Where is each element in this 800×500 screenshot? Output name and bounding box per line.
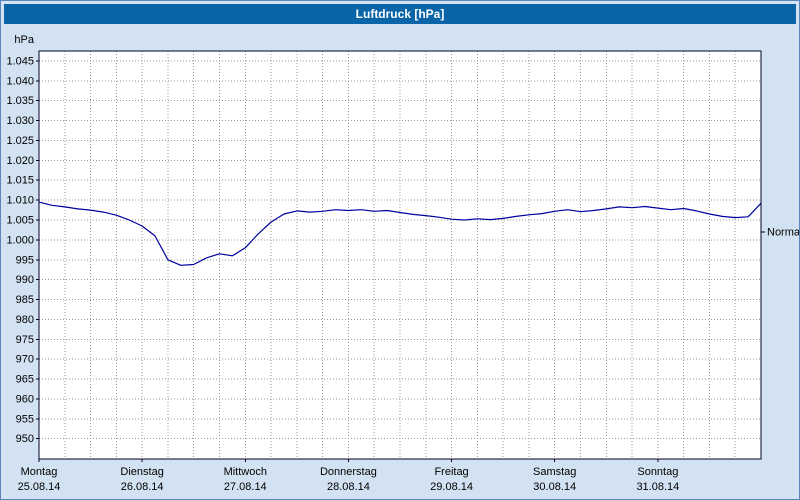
y-tick-label: 975 (16, 334, 34, 346)
pressure-line (38, 201, 762, 266)
x-date-label: 25.08.14 (18, 481, 61, 493)
y-axis-unit-label: hPa (14, 34, 34, 46)
x-day-label: Samstag (533, 466, 576, 478)
y-tick-label: 990 (16, 274, 34, 286)
x-date-label: 31.08.14 (636, 481, 679, 493)
y-tick-label: 1.010 (6, 195, 34, 207)
x-date-label: 28.08.14 (327, 481, 370, 493)
x-day-label: Mittwoch (224, 466, 267, 478)
x-day-label: Freitag (434, 466, 468, 478)
x-day-label: Dienstag (120, 466, 163, 478)
y-tick-label: 1.015 (6, 175, 34, 187)
x-day-label: Sonntag (637, 466, 678, 478)
x-day-label: Donnerstag (320, 466, 377, 478)
y-tick-label: 1.040 (6, 75, 34, 87)
y-tick-label: 1.000 (6, 234, 34, 246)
y-tick-label: 985 (16, 294, 34, 306)
y-tick-label: 1.045 (6, 55, 34, 67)
window-title: Luftdruck [hPa] (355, 7, 445, 21)
plot-border (38, 50, 762, 460)
y-tick-label: 950 (16, 433, 34, 445)
y-tick-label: 995 (16, 254, 34, 266)
x-date-label: 30.08.14 (533, 481, 576, 493)
title-bar: Luftdruck [hPa] (4, 4, 796, 24)
y-tick-label: 1.025 (6, 135, 34, 147)
y-tick-label: 1.005 (6, 215, 34, 227)
y-tick-label: 965 (16, 374, 34, 386)
y-tick-label: 970 (16, 354, 34, 366)
x-date-label: 26.08.14 (121, 481, 164, 493)
x-date-label: 27.08.14 (224, 481, 267, 493)
y-tick-label: 1.020 (6, 155, 34, 167)
y-tick-label: 955 (16, 413, 34, 425)
y-tick-label: 1.030 (6, 115, 34, 127)
x-day-label: Montag (21, 466, 58, 478)
y-tick-label: 1.035 (6, 95, 34, 107)
x-date-label: 29.08.14 (430, 481, 473, 493)
normal-annotation-label: Normal (767, 226, 800, 238)
y-tick-label: 960 (16, 393, 34, 405)
y-tick-label: 980 (16, 314, 34, 326)
